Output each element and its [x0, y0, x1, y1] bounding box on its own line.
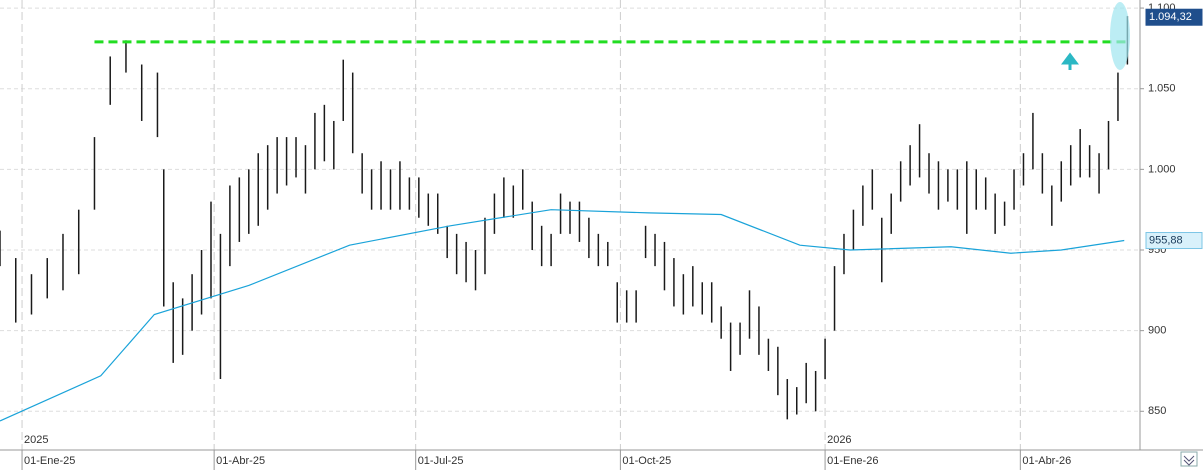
x-tick-label: 01-Abr-25: [216, 455, 265, 467]
year-label: 2026: [827, 434, 851, 446]
x-tick-label: 01-Ene-25: [24, 455, 75, 467]
y-tick-label: 1.050: [1148, 83, 1176, 95]
grid: [0, 0, 1140, 450]
y-tick-label: 1.000: [1148, 163, 1176, 175]
highlight-ellipse: [1110, 2, 1130, 70]
scroll-button[interactable]: [1180, 451, 1198, 467]
scroll-icon: [1183, 455, 1195, 466]
y-tick-label: 850: [1148, 405, 1166, 417]
y-tick-label: 900: [1148, 325, 1166, 337]
x-tick-label: 01-Abr-26: [1022, 455, 1071, 467]
price-label-box: [1145, 232, 1203, 250]
up-arrow: [1061, 52, 1079, 70]
x-tick-label: 01-Ene-26: [827, 455, 878, 467]
price-label: 955,88: [1149, 234, 1183, 246]
x-tick-label: 01-Oct-25: [622, 455, 671, 467]
price-label: 1.094,32: [1149, 11, 1192, 23]
x-tick-label: 01-Jul-25: [418, 455, 464, 467]
price-label-box: [1145, 8, 1203, 26]
year-label: 2025: [24, 434, 48, 446]
moving-average-line: [0, 209, 1125, 422]
plot: [0, 16, 1129, 422]
